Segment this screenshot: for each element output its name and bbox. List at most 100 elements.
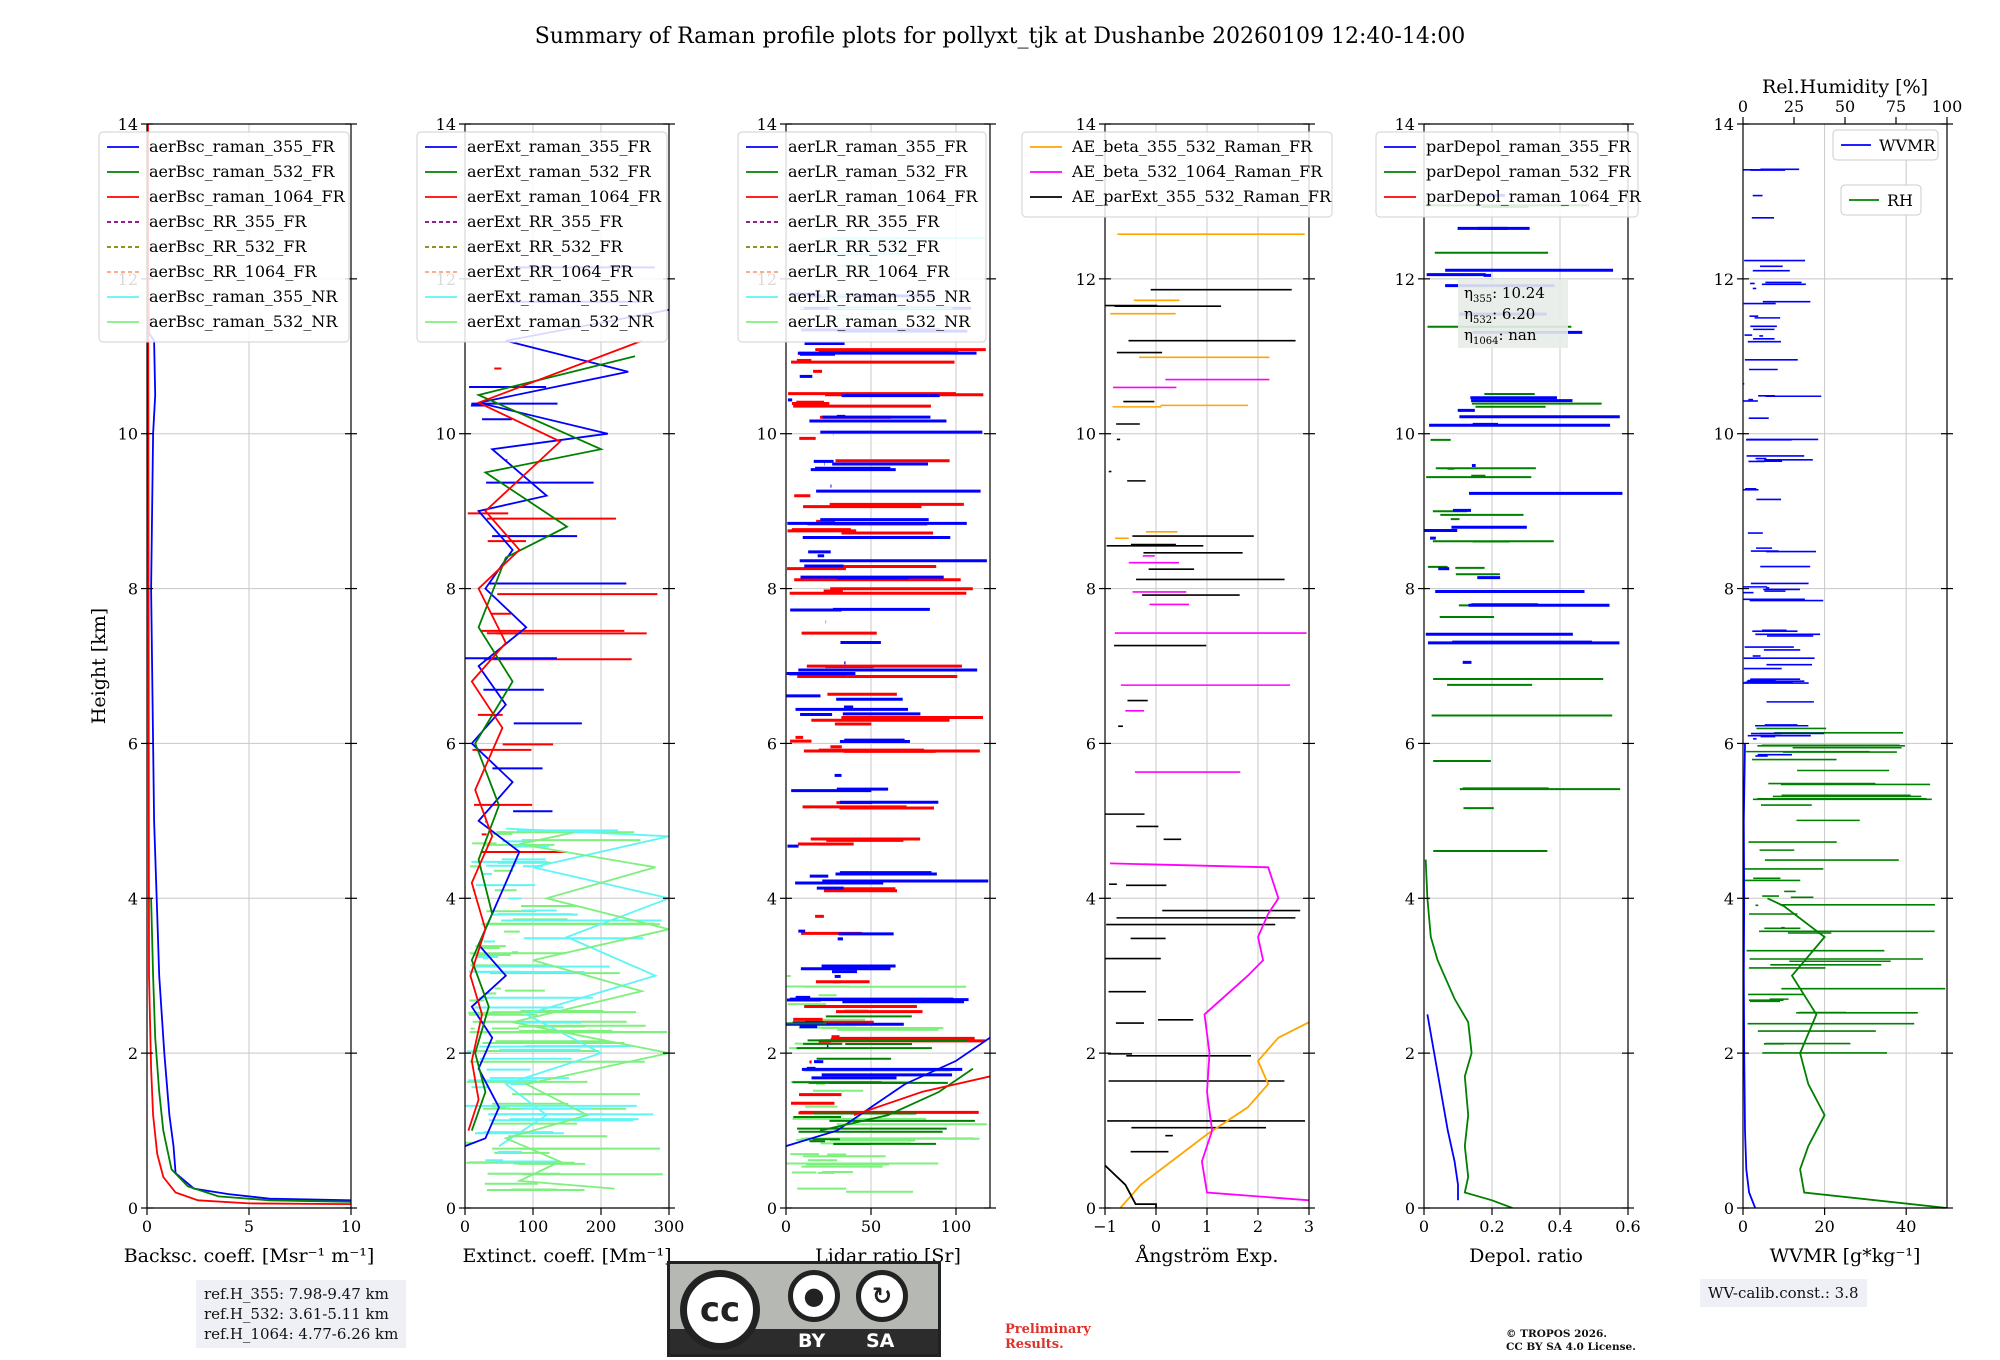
x-axis-label: Ångström Exp.: [1135, 1245, 1279, 1267]
y-tick-label: 0: [1086, 1199, 1096, 1218]
y-tick-label: 6: [1086, 734, 1096, 753]
y-tick-label: 4: [1086, 889, 1096, 908]
legend-box: [1832, 129, 1939, 161]
y-tick-label: 0: [1405, 1199, 1415, 1218]
y-tick-label: 10: [1714, 425, 1734, 444]
series-aerExt_raman_355_FR: [465, 308, 669, 1147]
y-tick-label: 8: [767, 580, 777, 599]
eta-1064: η1064: nan: [1464, 326, 1537, 347]
y-tick-label: 4: [1405, 889, 1415, 908]
wv-calib-const: WV-calib.const.: 3.8: [1708, 1284, 1859, 1302]
legend-label: aerBsc_raman_355_NR: [149, 287, 338, 306]
panel-depol: 0 0.2 0.4 0.6 0 2 4 6 8 10 12 14 Depol. ratio parDepo…: [1375, 115, 1642, 1267]
y-tick-label: 0: [446, 1199, 456, 1218]
x-tick-label: 0: [1419, 1217, 1429, 1236]
reference-height-box: ref.H_355: 7.98-9.47 km ref.H_532: 3.61-…: [196, 1280, 407, 1348]
series-aerLR_raman_1064_FR: [853, 1075, 990, 1116]
panel-lr: 05010002468101214Lidar ratio [Sr]aerLR_r…: [737, 115, 996, 1267]
y-tick-label: 10: [757, 425, 777, 444]
x-tick-label: 3: [1304, 1217, 1314, 1236]
x2-axis-label: Rel.Humidity [%]: [1762, 76, 1928, 98]
legend-label: parDepol_raman_532_FR: [1426, 162, 1632, 181]
y-tick-label: 0: [128, 1199, 138, 1218]
y-tick-label: 14: [1714, 115, 1734, 134]
annotation-box: [1458, 280, 1568, 348]
preliminary-results-note: Preliminary Results.: [1005, 1322, 1091, 1352]
x-axis-label: WVMR [g*kg⁻¹]: [1770, 1245, 1921, 1267]
series-parDepol_raman_532_FR: [1424, 859, 1513, 1208]
x-tick-label: 1: [1202, 1217, 1212, 1236]
x-tick-label: 300: [654, 1217, 685, 1236]
legend-label: aerLR_raman_532_FR: [788, 162, 968, 181]
x-tick-label: 2: [1253, 1217, 1263, 1236]
cc-by-sa-badge: cc ● ↻ BY SA: [667, 1261, 941, 1357]
legend-label: aerExt_RR_532_FR: [467, 237, 624, 256]
legend-label: aerBsc_RR_355_FR: [149, 212, 307, 231]
x-tick-label: 5: [244, 1217, 254, 1236]
cc-sa-label: SA: [866, 1330, 895, 1352]
series-aerLR_raman_532_FR: [819, 1067, 974, 1132]
y-tick-label: 4: [446, 889, 456, 908]
cc-icon: cc: [680, 1270, 760, 1350]
eta-355: η355: 10.24: [1464, 284, 1545, 305]
x-tick-label: 0: [460, 1217, 470, 1236]
ref-h-1064: ref.H_1064: 4.77-6.26 km: [204, 1325, 399, 1343]
x-tick-label: 0.6: [1615, 1217, 1640, 1236]
legend-label: AE_beta_355_532_Raman_FR: [1071, 137, 1313, 156]
legend-label: aerLR_raman_1064_FR: [788, 187, 978, 206]
legend-label: aerBsc_raman_532_FR: [149, 162, 335, 181]
x-axis-label: Extinct. coeff. [Mm⁻¹]: [462, 1245, 671, 1267]
plot-area: [1105, 124, 1309, 1208]
ref-h-355: ref.H_355: 7.98-9.47 km: [204, 1285, 389, 1303]
legend-label: AE_beta_532_1064_Raman_FR: [1071, 162, 1323, 181]
legend-label: aerExt_RR_1064_FR: [467, 262, 634, 281]
x-tick-label: 100: [518, 1217, 549, 1236]
legend-rh: RH: [1840, 184, 1922, 216]
x-tick-label: 50: [861, 1217, 881, 1236]
legend-label: parDepol_raman_355_FR: [1426, 137, 1632, 156]
eta-532: η532: 6.20: [1464, 305, 1535, 326]
y-tick-label: 4: [767, 889, 777, 908]
series-aerExt_raman_532_FR: [470, 355, 636, 1131]
plot-area: [1743, 124, 1947, 1208]
legend-label: aerExt_raman_355_NR: [467, 287, 655, 306]
x-tick-label: 0.2: [1479, 1217, 1504, 1236]
y-tick-label: 0: [767, 1199, 777, 1218]
x-tick-label: 10: [341, 1217, 361, 1236]
x-tick-label: 0: [142, 1217, 152, 1236]
y-tick-label: 14: [757, 115, 777, 134]
y-tick-label: 10: [1076, 425, 1096, 444]
legend-wvmr: WVMR: [1832, 129, 1939, 161]
series-aerBsc_raman_532_FR: [150, 898, 351, 1203]
y-tick-label: 8: [1086, 580, 1096, 599]
y-tick-label: 14: [1076, 115, 1096, 134]
y-tick-label: 14: [118, 115, 138, 134]
legend-label: aerLR_RR_532_FR: [788, 237, 940, 256]
y-tick-label: 12: [1076, 270, 1096, 289]
y-tick-label: 2: [128, 1044, 138, 1063]
y-tick-label: 6: [767, 734, 777, 753]
y-tick-label: 14: [436, 115, 456, 134]
x-tick-label: 0: [781, 1217, 791, 1236]
wv-calibration-box: WV-calib.const.: 3.8: [1700, 1279, 1867, 1307]
series-WVMR: [1743, 743, 1757, 1208]
legend: AE_beta_355_532_Raman_FR AE_beta_532_1064…: [1021, 131, 1333, 218]
series-AE_beta_532_1064_Raman_FR: [1110, 862, 1309, 1202]
legend-box: [98, 131, 350, 343]
series-aerBsc_raman_1064_FR: [147, 124, 351, 1205]
copyright-line-2: CC BY SA 4.0 License.: [1506, 1341, 1636, 1353]
y-tick-label: 2: [767, 1044, 777, 1063]
x2-tick-label: 25: [1784, 97, 1804, 116]
copyright-line-1: © TROPOS 2026.: [1506, 1328, 1608, 1340]
series-AE_parExt_355_532_Raman_FR: [1105, 1164, 1157, 1208]
y-tick-label: 2: [1086, 1044, 1096, 1063]
legend-label: aerLR_raman_355_FR: [788, 137, 968, 156]
y-tick-label: 12: [1714, 270, 1734, 289]
panel-ext: 010020030002468101214Extinct. coeff. [Mm…: [416, 115, 685, 1267]
legend-box: [416, 131, 668, 343]
cc-by-label: BY: [798, 1330, 826, 1352]
y-tick-label: 2: [446, 1044, 456, 1063]
